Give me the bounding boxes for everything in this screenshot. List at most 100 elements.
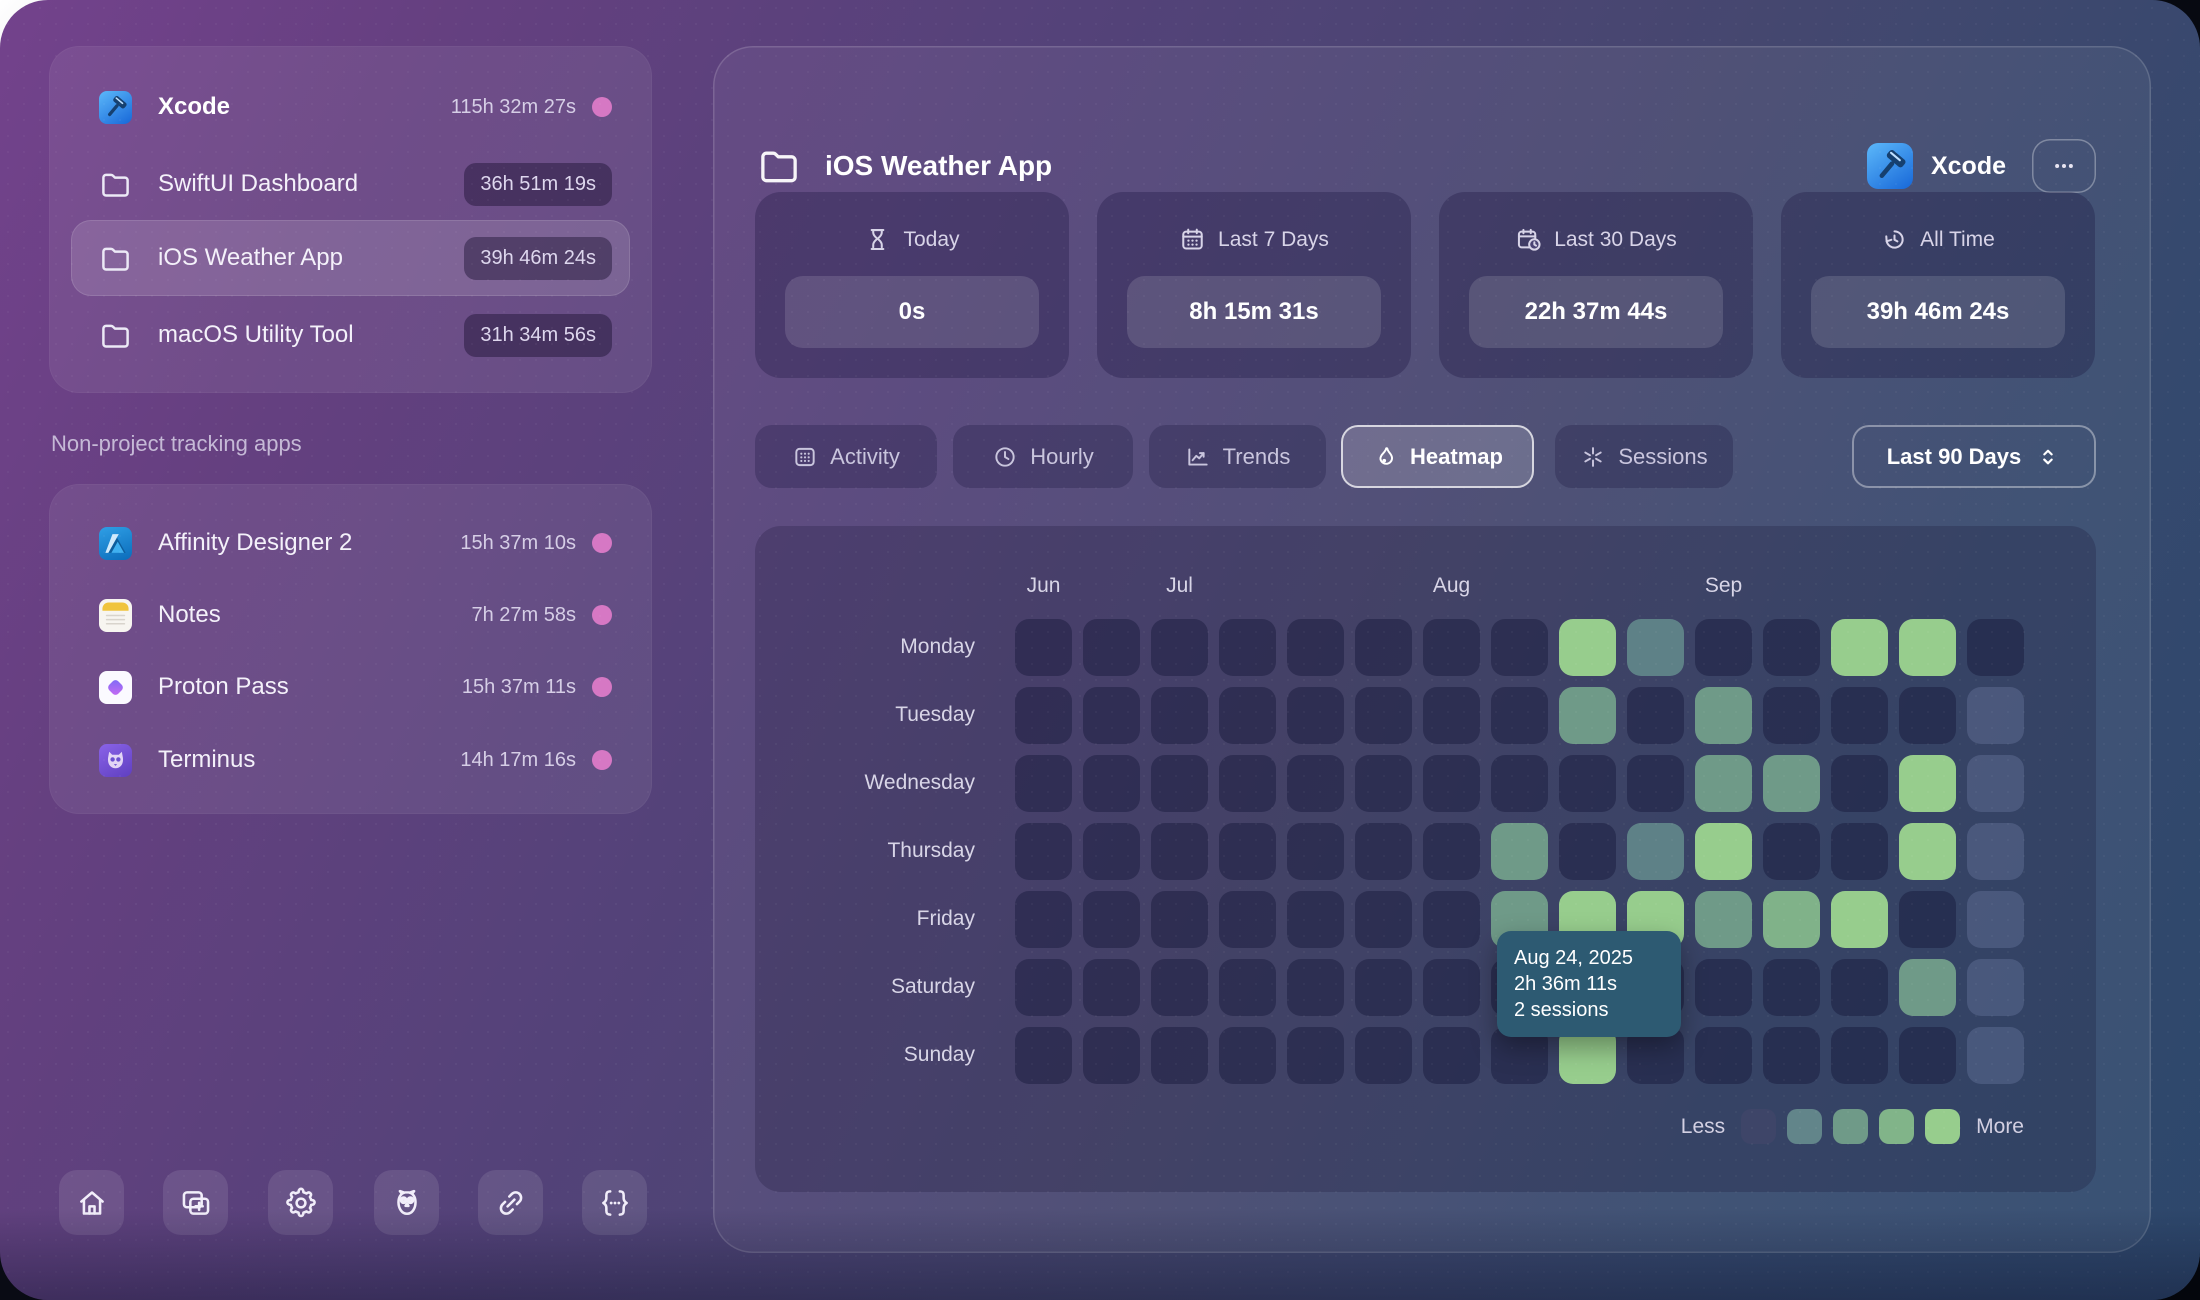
- tab-trends[interactable]: Trends: [1149, 425, 1326, 488]
- heatmap-cell[interactable]: [1559, 687, 1616, 744]
- heatmap-cell[interactable]: [1219, 891, 1276, 948]
- settings-gear-button[interactable]: [268, 1170, 333, 1235]
- heatmap-cell[interactable]: [1355, 823, 1412, 880]
- tab-activity[interactable]: Activity: [755, 425, 937, 488]
- heatmap-cell[interactable]: [1423, 1027, 1480, 1084]
- heatmap-cell[interactable]: [1763, 619, 1820, 676]
- heatmap-cell[interactable]: [1015, 823, 1072, 880]
- heatmap-cell[interactable]: [1763, 687, 1820, 744]
- heatmap-cell[interactable]: [1219, 755, 1276, 812]
- heatmap-cell[interactable]: [1219, 823, 1276, 880]
- heatmap-cell[interactable]: [1151, 959, 1208, 1016]
- tab-hourly[interactable]: Hourly: [953, 425, 1133, 488]
- heatmap-cell[interactable]: [1899, 619, 1956, 676]
- heatmap-cell[interactable]: [1287, 755, 1344, 812]
- heatmap-cell[interactable]: [1831, 619, 1888, 676]
- tab-heatmap[interactable]: Heatmap: [1341, 425, 1534, 488]
- heatmap-cell[interactable]: [1831, 823, 1888, 880]
- heatmap-cell[interactable]: [1695, 1027, 1752, 1084]
- heatmap-cell[interactable]: [1695, 755, 1752, 812]
- app-row-affinity-designer-2[interactable]: Affinity Designer 2 15h 37m 10s: [71, 510, 630, 576]
- heatmap-cell[interactable]: [1151, 619, 1208, 676]
- heatmap-cell[interactable]: [1491, 755, 1548, 812]
- heatmap-cell[interactable]: [1967, 755, 2024, 812]
- project-row-swiftui-dashboard[interactable]: SwiftUI Dashboard 36h 51m 19s: [71, 151, 630, 217]
- heatmap-cell[interactable]: [1967, 959, 2024, 1016]
- heatmap-cell[interactable]: [1967, 891, 2024, 948]
- heatmap-cell[interactable]: [1763, 959, 1820, 1016]
- heatmap-cell[interactable]: [1083, 891, 1140, 948]
- heatmap-cell[interactable]: [1763, 755, 1820, 812]
- owl-button[interactable]: [374, 1170, 439, 1235]
- app-row-proton-pass[interactable]: Proton Pass 15h 37m 11s: [71, 654, 630, 720]
- heatmap-cell[interactable]: [1423, 687, 1480, 744]
- heatmap-cell[interactable]: [1967, 619, 2024, 676]
- heatmap-cell[interactable]: [1627, 755, 1684, 812]
- heatmap-cell[interactable]: [1015, 891, 1072, 948]
- heatmap-cell[interactable]: [1627, 619, 1684, 676]
- heatmap-cell[interactable]: [1015, 755, 1072, 812]
- heatmap-cell[interactable]: [1967, 823, 2024, 880]
- heatmap-cell[interactable]: [1491, 619, 1548, 676]
- heatmap-cell[interactable]: [1015, 619, 1072, 676]
- heatmap-cell[interactable]: [1015, 687, 1072, 744]
- heatmap-cell[interactable]: [1083, 755, 1140, 812]
- app-row-notes[interactable]: Notes 7h 27m 58s: [71, 582, 630, 648]
- heatmap-cell[interactable]: [1151, 823, 1208, 880]
- heatmap-cell[interactable]: [1627, 823, 1684, 880]
- heatmap-cell[interactable]: [1695, 619, 1752, 676]
- heatmap-cell[interactable]: [1219, 959, 1276, 1016]
- heatmap-cell[interactable]: [1423, 755, 1480, 812]
- heatmap-cell[interactable]: [1831, 959, 1888, 1016]
- heatmap-cell[interactable]: [1899, 755, 1956, 812]
- heatmap-cell[interactable]: [1899, 1027, 1956, 1084]
- heatmap-cell[interactable]: [1083, 823, 1140, 880]
- heatmap-cell[interactable]: [1831, 755, 1888, 812]
- heatmap-cell[interactable]: [1151, 755, 1208, 812]
- heatmap-cell[interactable]: [1219, 687, 1276, 744]
- heatmap-cell[interactable]: [1083, 687, 1140, 744]
- heatmap-cell[interactable]: [1423, 619, 1480, 676]
- heatmap-cell[interactable]: [1423, 891, 1480, 948]
- heatmap-cell[interactable]: [1287, 1027, 1344, 1084]
- heatmap-cell[interactable]: [1899, 959, 1956, 1016]
- heatmap-cell[interactable]: [1355, 619, 1412, 676]
- heatmap-cell[interactable]: [1015, 959, 1072, 1016]
- heatmap-cell[interactable]: [1763, 891, 1820, 948]
- more-menu-button[interactable]: [2032, 139, 2096, 193]
- heatmap-cell[interactable]: [1287, 823, 1344, 880]
- heatmap-cell[interactable]: [1695, 959, 1752, 1016]
- heatmap-cell[interactable]: [1695, 823, 1752, 880]
- heatmap-cell[interactable]: [1355, 1027, 1412, 1084]
- heatmap-cell[interactable]: [1083, 619, 1140, 676]
- heatmap-cell[interactable]: [1423, 959, 1480, 1016]
- heatmap-cell[interactable]: [1491, 823, 1548, 880]
- heatmap-cell[interactable]: [1763, 1027, 1820, 1084]
- heatmap-cell[interactable]: [1763, 823, 1820, 880]
- heatmap-cell[interactable]: [1899, 823, 1956, 880]
- heatmap-cell[interactable]: [1151, 891, 1208, 948]
- home-button[interactable]: [59, 1170, 124, 1235]
- code-braces-button[interactable]: [582, 1170, 647, 1235]
- app-row-terminus[interactable]: Terminus 14h 17m 16s: [71, 727, 630, 793]
- heatmap-cell[interactable]: [1287, 619, 1344, 676]
- heatmap-cell[interactable]: [1355, 755, 1412, 812]
- heatmap-cell[interactable]: [1219, 619, 1276, 676]
- heatmap-cell[interactable]: [1831, 1027, 1888, 1084]
- heatmap-cell[interactable]: [1559, 755, 1616, 812]
- heatmap-cell[interactable]: [1287, 959, 1344, 1016]
- link-button[interactable]: [478, 1170, 543, 1235]
- project-row-xcode[interactable]: Xcode 115h 32m 27s: [71, 74, 630, 140]
- heatmap-cell[interactable]: [1355, 891, 1412, 948]
- project-row-ios-weather-app[interactable]: iOS Weather App 39h 46m 24s: [71, 220, 630, 296]
- heatmap-cell[interactable]: [1899, 687, 1956, 744]
- heatmap-cell[interactable]: [1491, 687, 1548, 744]
- heatmap-cell[interactable]: [1219, 1027, 1276, 1084]
- heatmap-cell[interactable]: [1151, 687, 1208, 744]
- heatmap-cell[interactable]: [1287, 687, 1344, 744]
- heatmap-cell[interactable]: [1559, 619, 1616, 676]
- new-window-button[interactable]: [163, 1170, 228, 1235]
- heatmap-cell[interactable]: [1083, 1027, 1140, 1084]
- heatmap-cell[interactable]: [1355, 959, 1412, 1016]
- heatmap-cell[interactable]: [1695, 891, 1752, 948]
